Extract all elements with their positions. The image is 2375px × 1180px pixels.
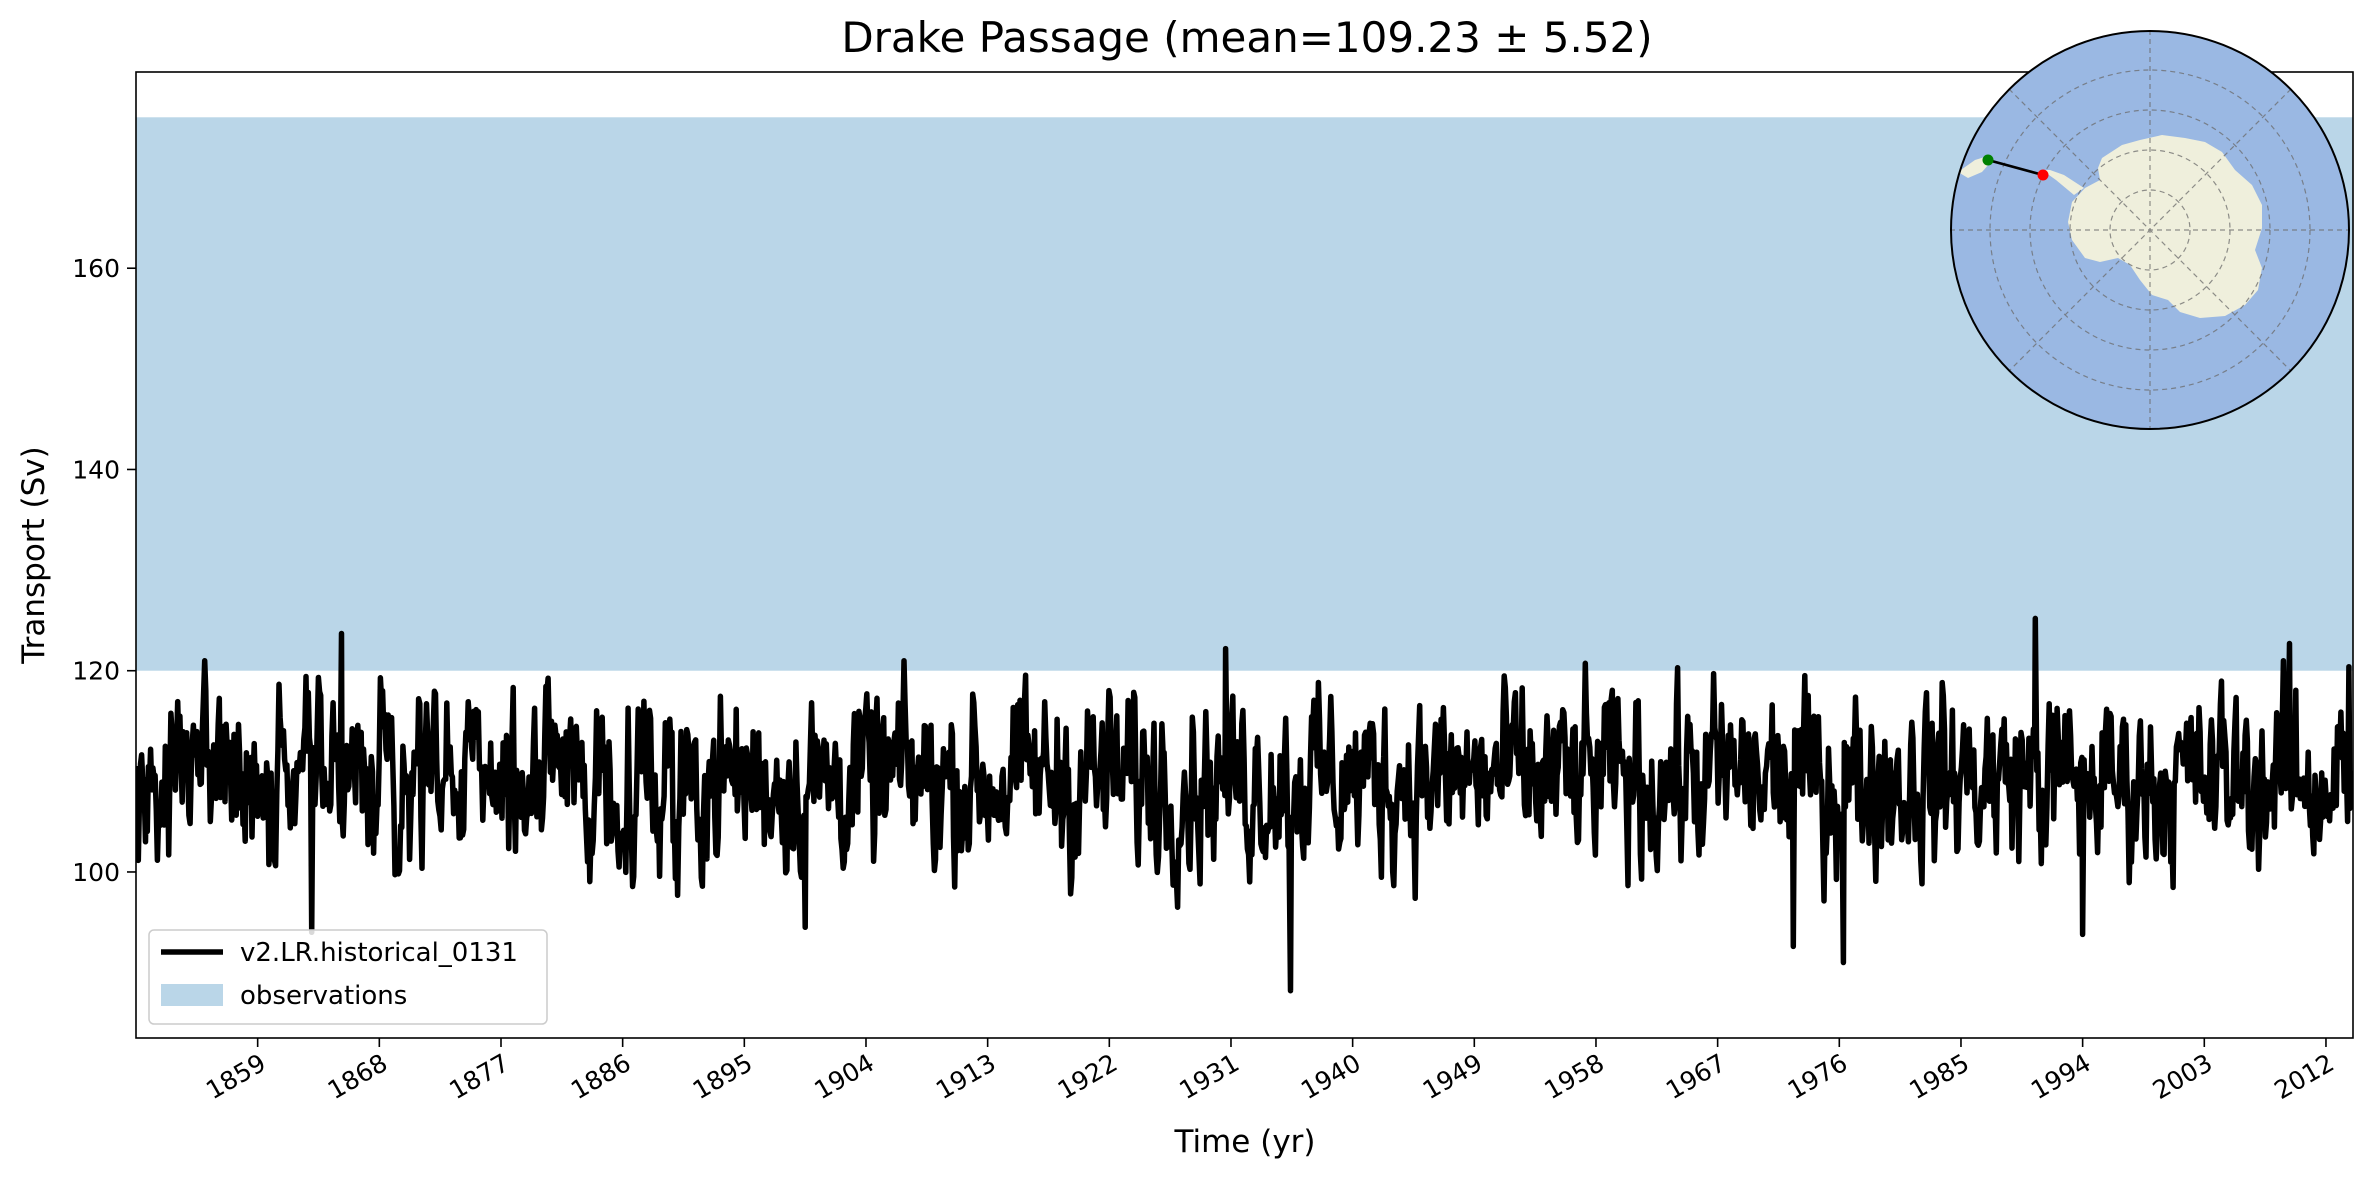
x-tick-label: 1940 [1296, 1048, 1366, 1105]
series-line-v2-lr-historical [136, 615, 2353, 994]
y-tick-label: 160 [72, 254, 120, 283]
x-tick-label: 2003 [2148, 1048, 2218, 1105]
x-tick-label: 1931 [1174, 1048, 1244, 1105]
y-tick-label: 140 [72, 455, 120, 484]
x-tick-label: 1985 [1904, 1048, 1974, 1105]
map-landmass-peninsula [2042, 170, 2084, 195]
x-tick-label: 1976 [1783, 1048, 1853, 1105]
legend-label-observations: observations [240, 981, 407, 1011]
inset-polar-map [1950, 30, 2350, 430]
legend: v2.LR.historical_0131 observations [148, 929, 548, 1025]
x-tick-label: 1922 [1053, 1048, 1123, 1105]
x-tick-label: 1895 [688, 1048, 758, 1105]
map-graticule [1951, 31, 2349, 429]
map-transect-line [1987, 158, 2044, 177]
map-transect-start-marker [1982, 154, 1994, 166]
plot-frame [135, 71, 2354, 1039]
x-tick-label: 1886 [566, 1048, 636, 1105]
x-tick-label: 1967 [1661, 1048, 1731, 1105]
x-tick-label: 1958 [1539, 1048, 1609, 1105]
x-tick-label: 1913 [931, 1048, 1001, 1105]
x-tick-label: 1877 [444, 1048, 514, 1105]
legend-band-swatch [161, 984, 223, 1006]
map-transect-end-marker [2037, 169, 2049, 181]
x-tick-label: 1904 [809, 1048, 879, 1105]
x-axis-label: Time (yr) [1174, 1124, 1316, 1160]
y-axis-label: Transport (Sv) [16, 446, 52, 665]
x-tick-label: 1859 [201, 1048, 271, 1105]
map-landmass-south-america [1958, 156, 1990, 178]
x-tick-label: 2012 [2269, 1048, 2339, 1105]
legend-label-series: v2.LR.historical_0131 [240, 938, 518, 968]
map-outline [1950, 30, 2350, 430]
x-tick-label: 1949 [1418, 1048, 1488, 1105]
y-tick-label: 120 [72, 657, 120, 686]
map-landmass-antarctica [2068, 135, 2262, 318]
y-axis-ticks: 100 120 140 160 [72, 254, 136, 887]
legend-box [148, 929, 548, 1025]
x-tick-label: 1994 [2026, 1048, 2096, 1105]
y-tick-label: 100 [72, 858, 120, 887]
x-axis-ticks: 1859 1868 1877 1886 1895 1904 1913 1922 1931 1940… [201, 1038, 2339, 1105]
x-tick-label: 1868 [323, 1048, 393, 1105]
chart-title: Drake Passage (mean=109.23 ± 5.52) [841, 13, 1652, 62]
